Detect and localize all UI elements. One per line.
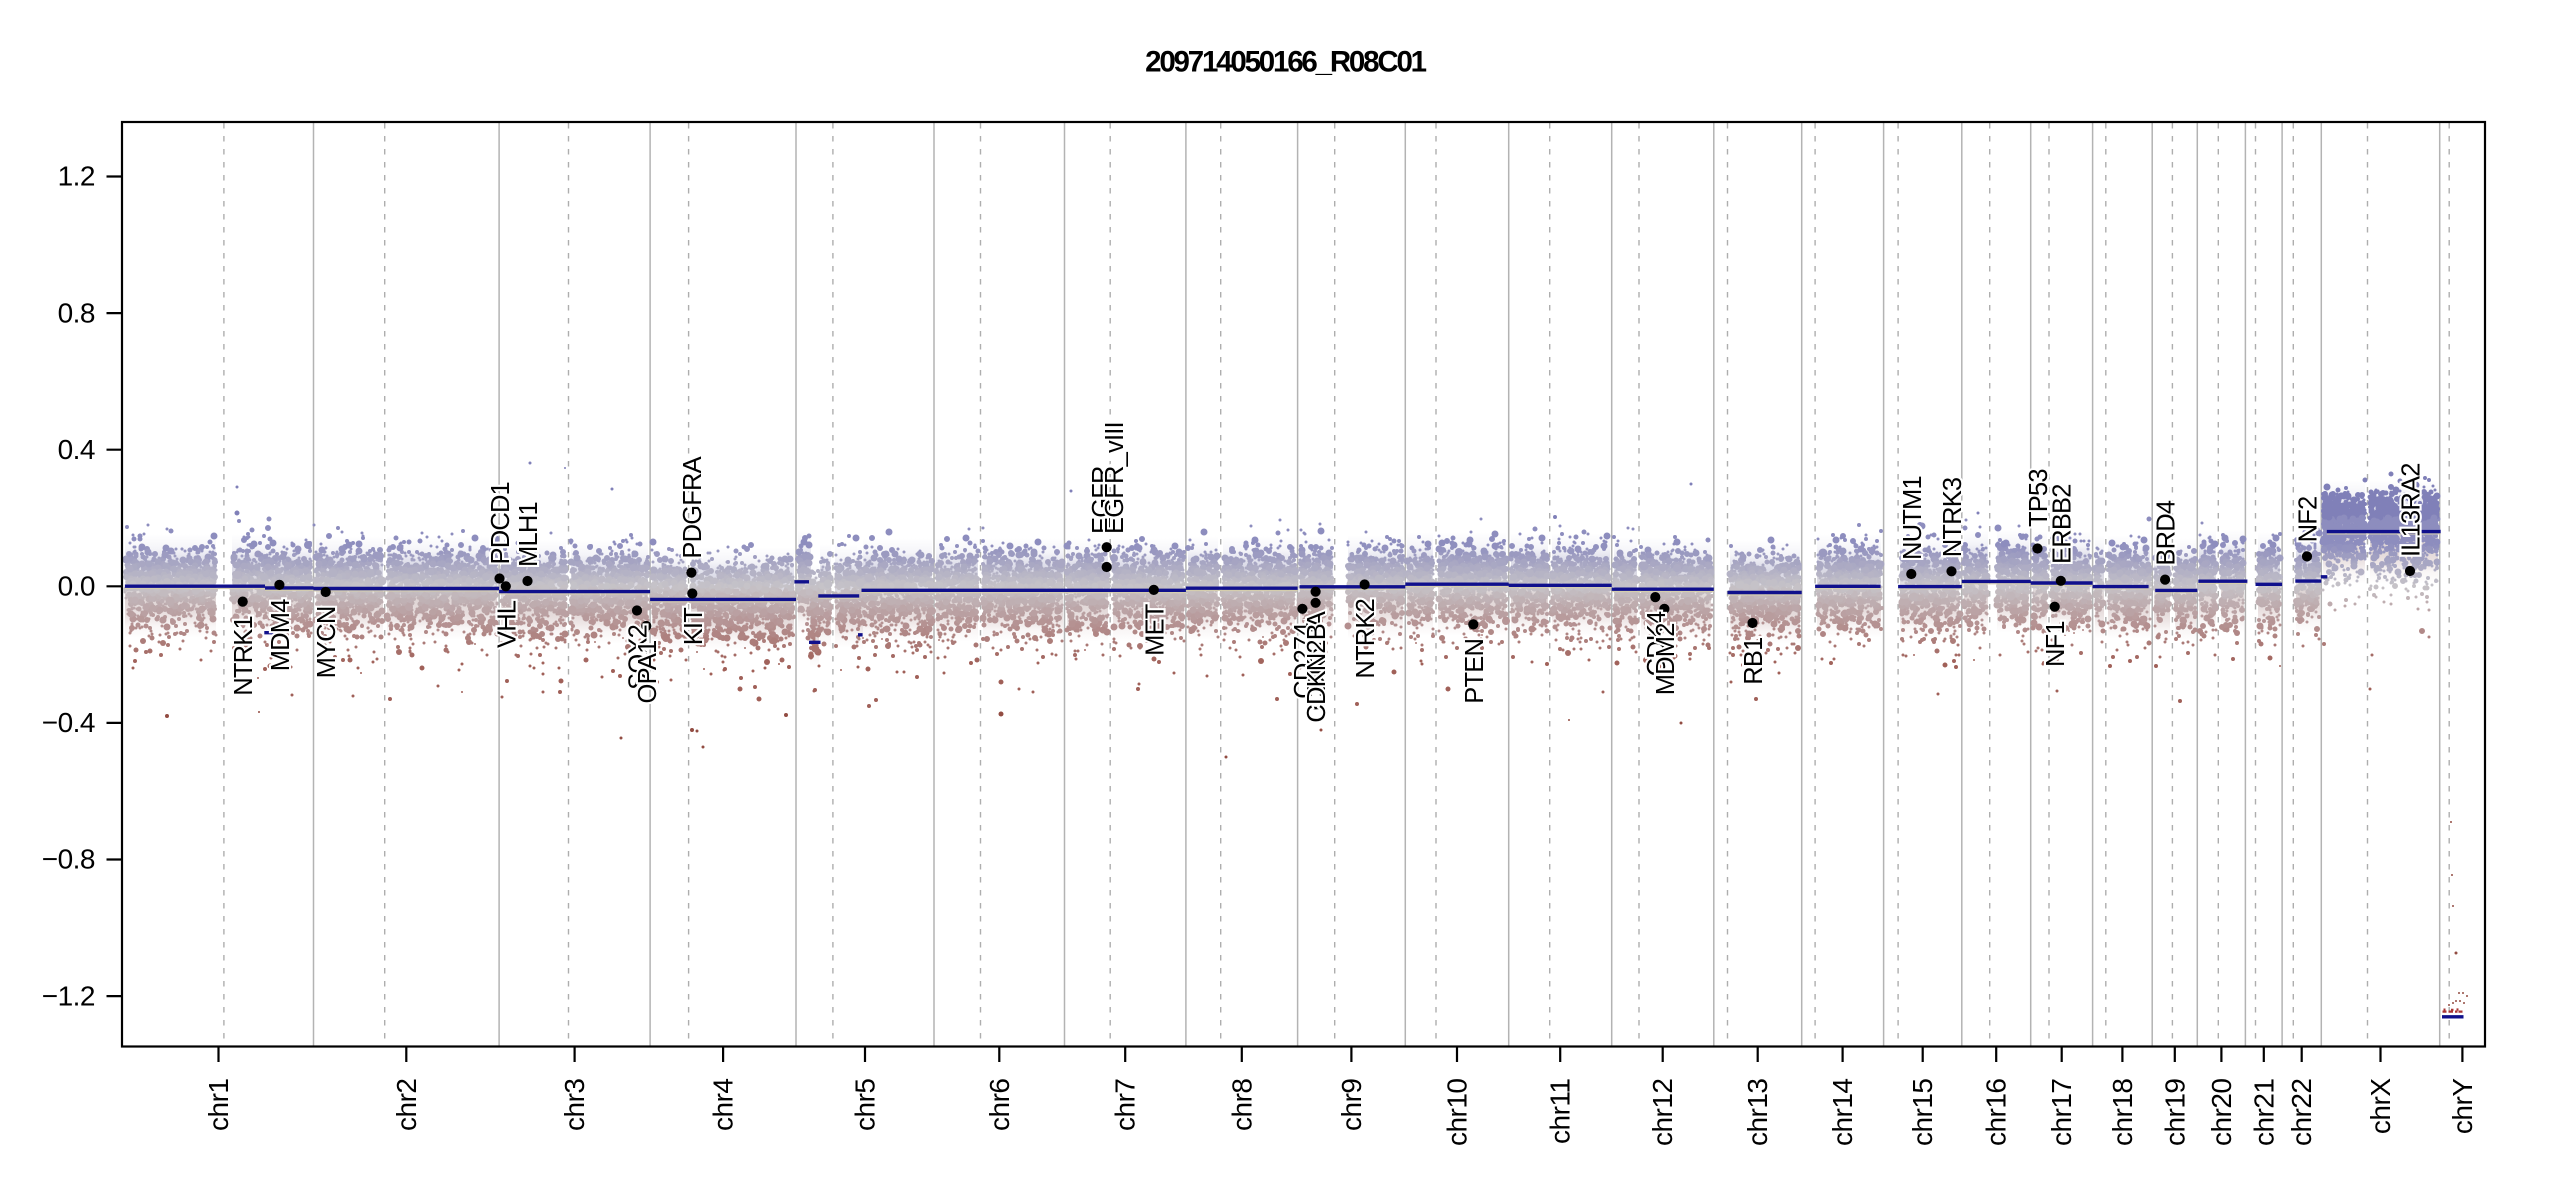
svg-text:VHL: VHL (493, 600, 521, 648)
svg-text:chr11: chr11 (1545, 1079, 1576, 1144)
svg-text:NTRK2: NTRK2 (1352, 599, 1380, 679)
svg-text:chr4: chr4 (708, 1079, 739, 1131)
svg-text:chr16: chr16 (1981, 1079, 2012, 1147)
svg-text:IL13RA2: IL13RA2 (2398, 463, 2426, 557)
svg-text:NF1: NF1 (2042, 621, 2070, 667)
svg-text:MDM4: MDM4 (267, 599, 295, 671)
svg-text:chr14: chr14 (1827, 1079, 1858, 1147)
svg-text:0.4: 0.4 (58, 434, 95, 465)
svg-text:CDKN2A: CDKN2A (1303, 611, 1331, 710)
svg-text:KIT: KIT (680, 608, 708, 645)
svg-text:PTEN: PTEN (1461, 639, 1489, 704)
svg-text:TP53: TP53 (2025, 469, 2053, 527)
svg-text:chr17: chr17 (2046, 1079, 2077, 1147)
svg-text:EGFR_vIII: EGFR_vIII (1101, 422, 1129, 534)
svg-text:chr10: chr10 (1442, 1079, 1473, 1147)
svg-text:chr15: chr15 (1907, 1079, 1938, 1147)
svg-text:chr20: chr20 (2206, 1079, 2237, 1147)
svg-text:chr13: chr13 (1742, 1079, 1773, 1147)
svg-text:chr19: chr19 (2159, 1079, 2190, 1147)
svg-text:1.2: 1.2 (58, 161, 95, 192)
svg-text:−1.2: −1.2 (42, 980, 95, 1011)
svg-text:−0.8: −0.8 (42, 844, 95, 875)
svg-text:BRD4: BRD4 (2153, 500, 2181, 565)
svg-text:MET: MET (1141, 604, 1169, 656)
svg-text:chrX: chrX (2365, 1078, 2396, 1134)
svg-text:chr12: chr12 (1647, 1079, 1678, 1147)
svg-text:RB1: RB1 (1740, 638, 1768, 685)
svg-text:NTRK3: NTRK3 (1939, 477, 1967, 557)
svg-text:OPA1: OPA1 (634, 641, 662, 704)
svg-text:chr9: chr9 (1336, 1079, 1367, 1131)
svg-text:MDM2: MDM2 (1652, 623, 1680, 695)
svg-text:PDGFRA: PDGFRA (679, 456, 707, 558)
svg-text:chr7: chr7 (1110, 1079, 1141, 1131)
svg-text:EGFR: EGFR (1088, 466, 1116, 534)
svg-text:NUTM1: NUTM1 (1899, 476, 1927, 560)
svg-text:SOX2: SOX2 (625, 625, 653, 690)
svg-text:chrY: chrY (2447, 1078, 2478, 1134)
svg-text:PDCD1: PDCD1 (487, 482, 515, 564)
svg-text:NTRK1: NTRK1 (230, 616, 258, 696)
svg-text:0.8: 0.8 (58, 297, 95, 328)
svg-text:MLH1: MLH1 (515, 502, 543, 567)
svg-text:chr1: chr1 (203, 1079, 234, 1131)
svg-text:CD274: CD274 (1290, 623, 1318, 699)
svg-text:CDKN2B: CDKN2B (1303, 624, 1331, 723)
svg-text:ERBB2: ERBB2 (2048, 484, 2076, 564)
svg-text:chr5: chr5 (850, 1079, 881, 1131)
svg-text:CDK4: CDK4 (1643, 611, 1671, 676)
svg-text:−0.4: −0.4 (42, 707, 95, 738)
svg-text:209714050166_R08C01: 209714050166_R08C01 (1145, 46, 1427, 79)
svg-text:chr6: chr6 (984, 1079, 1015, 1131)
svg-text:NF2: NF2 (2295, 497, 2323, 543)
svg-text:MYCN: MYCN (313, 607, 341, 679)
svg-text:chr22: chr22 (2286, 1079, 2317, 1147)
svg-text:chr21: chr21 (2248, 1079, 2279, 1147)
svg-text:chr3: chr3 (559, 1079, 590, 1131)
svg-text:chr2: chr2 (391, 1079, 422, 1131)
svg-text:chr18: chr18 (2107, 1079, 2138, 1147)
svg-text:chr8: chr8 (1226, 1079, 1257, 1131)
svg-text:0.0: 0.0 (58, 571, 95, 602)
